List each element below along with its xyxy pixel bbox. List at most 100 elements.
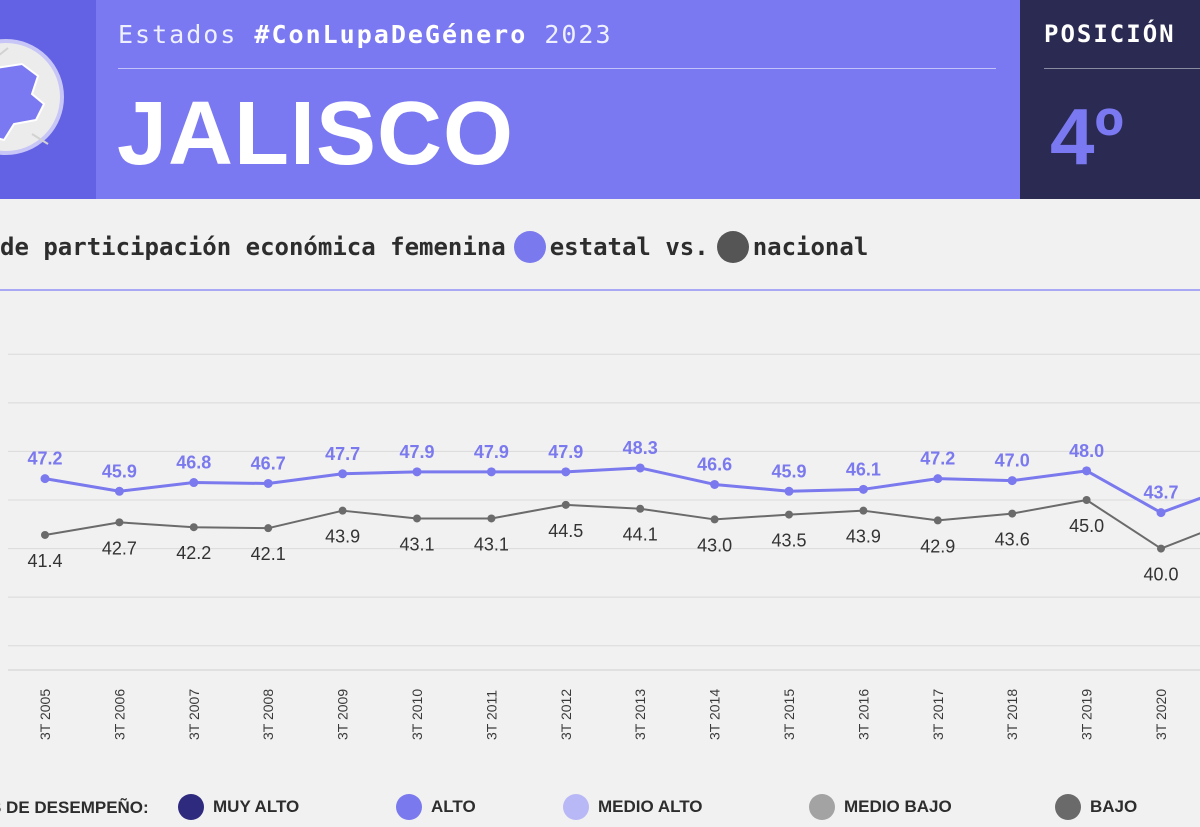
legend-item-bajo: BAJO <box>1055 792 1137 822</box>
performance-legend: S DE DESEMPEÑO: MUY ALTO ALTO MEDIO ALTO… <box>0 790 1200 824</box>
x-tick-label: 3T 2018 <box>1004 689 1020 740</box>
subtitle-prefix: Estados <box>118 20 238 49</box>
estatal-data-label: 47.7 <box>325 444 360 464</box>
header-divider <box>118 68 996 69</box>
nacional-data-label: 42.2 <box>176 543 211 563</box>
estatal-data-label: 45.9 <box>771 461 806 481</box>
legend-item-label: MEDIO ALTO <box>598 797 703 816</box>
nacional-data-label: 41.4 <box>27 551 62 571</box>
nacional-data-label: 43.9 <box>325 527 360 547</box>
x-tick-label: 3T 2008 <box>260 689 276 740</box>
estatal-point <box>858 484 868 494</box>
estatal-data-label: 47.9 <box>548 442 583 462</box>
estatal-point <box>263 478 273 488</box>
chart-title-estatal: estatal vs. <box>549 233 709 261</box>
nacional-dot-icon <box>716 231 749 263</box>
legend-swatch-icon <box>1055 794 1081 820</box>
chart-title: de participación económica femenina esta… <box>0 229 868 265</box>
estatal-line <box>44 466 1200 515</box>
estatal-point <box>933 474 943 484</box>
x-tick-label: 3T 2010 <box>409 689 425 740</box>
nacional-point <box>561 500 570 509</box>
estatal-point <box>561 467 571 477</box>
legend-swatch-icon <box>563 794 589 820</box>
x-tick-label: 3T 2005 <box>37 689 53 740</box>
legend-item-medio-bajo: MEDIO BAJO <box>809 792 952 822</box>
estatal-point <box>486 467 496 477</box>
nacional-data-label: 43.0 <box>697 535 732 555</box>
x-tick-label: 3T 2015 <box>781 689 797 740</box>
x-tick-label: 3T 2014 <box>707 689 723 740</box>
nacional-data-label: 42.9 <box>920 536 955 556</box>
legend-swatch-icon <box>178 794 204 820</box>
estatal-point <box>710 479 720 489</box>
legend-item-alto: ALTO <box>396 792 476 822</box>
legend-item-label: MUY ALTO <box>213 797 300 816</box>
nacional-data-label: 42.7 <box>102 538 137 558</box>
nacional-point <box>115 518 124 527</box>
estatal-data-label: 43.7 <box>1143 483 1178 503</box>
nacional-data-label: 43.1 <box>474 534 509 554</box>
rank-value: 4º <box>1050 92 1124 181</box>
header-subtitle: Estados #ConLupaDeGénero 2023 <box>118 20 613 49</box>
estatal-data-label: 46.1 <box>846 459 881 479</box>
title-divider <box>0 289 1200 291</box>
estatal-data-label: 47.0 <box>995 451 1030 471</box>
legend-label: S DE DESEMPEÑO: <box>0 798 149 817</box>
nacional-point <box>413 514 421 523</box>
estatal-data-label: 46.7 <box>251 453 286 473</box>
estatal-point <box>114 486 124 496</box>
rank-divider <box>1044 68 1200 69</box>
nacional-point <box>933 516 942 525</box>
nacional-point <box>189 523 198 532</box>
estatal-data-label: 46.6 <box>697 454 732 474</box>
x-tick-label: 3T 2013 <box>632 689 648 740</box>
nacional-point <box>264 524 273 533</box>
state-map-icon <box>0 39 64 155</box>
estatal-point <box>40 474 50 484</box>
estatal-data-label: 47.2 <box>27 449 62 469</box>
nacional-data-label: 44.1 <box>623 525 658 545</box>
estatal-point <box>1156 508 1166 518</box>
nacional-point <box>785 510 793 519</box>
legend-item-label: ALTO <box>431 797 476 816</box>
estatal-data-label: 48.0 <box>1069 441 1104 461</box>
x-tick-label: 3T 2009 <box>335 689 351 740</box>
nacional-point <box>487 514 496 523</box>
estatal-data-label: 47.2 <box>920 449 955 469</box>
legend-item-muy-alto: MUY ALTO <box>178 792 299 822</box>
estatal-data-label: 46.8 <box>176 453 211 473</box>
estatal-data-label: 47.9 <box>399 442 434 462</box>
estatal-data-label: 45.9 <box>102 461 137 481</box>
x-tick-label: 3T 2019 <box>1079 689 1095 740</box>
x-tick-label: 3T 2006 <box>111 689 127 740</box>
nacional-point <box>338 506 347 515</box>
x-tick-label: 3T 2017 <box>930 689 946 740</box>
legend-item-label: BAJO <box>1090 797 1138 816</box>
nacional-data-label: 43.6 <box>995 530 1030 550</box>
estatal-point <box>635 463 645 473</box>
chart-title-nacional: nacional <box>752 233 869 261</box>
nacional-data-label: 43.9 <box>846 527 881 547</box>
nacional-data-label: 43.5 <box>771 531 806 551</box>
nacional-point <box>1082 496 1091 504</box>
legend-swatch-icon <box>809 794 835 820</box>
nacional-data-label: 40.0 <box>1143 565 1178 585</box>
nacional-data-label: 45.0 <box>1069 516 1104 536</box>
nacional-point <box>1157 544 1165 553</box>
state-name: JALISCO <box>117 84 515 184</box>
rank-label: POSICIÓN <box>1044 20 1176 48</box>
line-chart: 3T 2005 3T 2006 3T 2007 3T 2008 3T 2009 3T 20… <box>8 353 1200 740</box>
estatal-point <box>189 478 199 488</box>
nacional-point <box>1008 509 1017 518</box>
subtitle-hashtag: #ConLupaDeGénero <box>254 20 528 49</box>
estatal-point <box>1082 466 1092 476</box>
rank-panel: POSICIÓN 4º <box>1020 0 1200 199</box>
nacional-point <box>636 504 645 513</box>
header-band <box>0 0 1020 199</box>
estatal-point <box>338 469 348 479</box>
legend-item-medio-alto: MEDIO ALTO <box>563 792 703 822</box>
chart-title-text: de participación económica femenina <box>0 233 506 261</box>
subtitle-year: 2023 <box>544 20 613 49</box>
x-tick-label: 3T 2011 <box>483 690 499 740</box>
